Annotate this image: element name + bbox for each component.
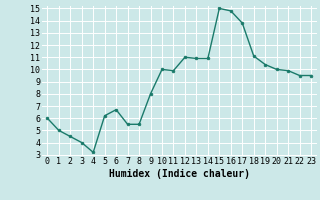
X-axis label: Humidex (Indice chaleur): Humidex (Indice chaleur): [109, 169, 250, 179]
